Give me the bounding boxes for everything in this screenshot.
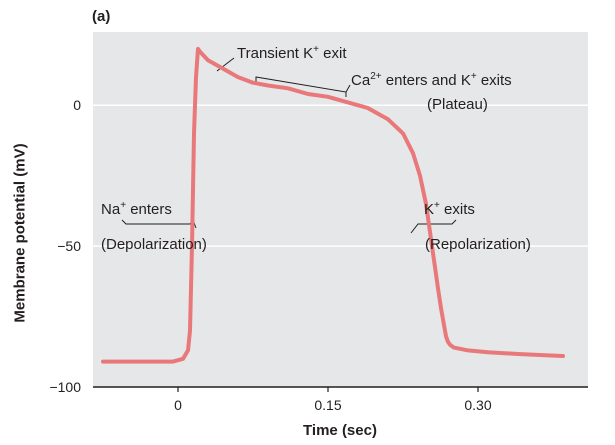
annotation-transient-k-exit: Transient K+ exit <box>237 44 347 62</box>
leader-plateau-bracket <box>255 76 347 97</box>
annotation-plateau: Ca2+ enters and K+ exits <box>351 71 512 89</box>
gridlines <box>93 104 588 247</box>
y-axis-label: Membrane potential (mV) <box>11 143 29 323</box>
y-tick-label-minus100: −100 <box>49 379 81 395</box>
x-tick-label-0: 0 <box>174 397 182 413</box>
x-tick-marks <box>177 387 479 392</box>
leader-plateau <box>345 84 351 93</box>
x-tick-label-0-30: 0.30 <box>464 397 492 413</box>
leader-k-bracket <box>410 219 457 234</box>
y-tick-label-minus50: −50 <box>57 238 81 255</box>
annotation-depolarization-note: (Depolarization) <box>101 236 207 253</box>
annotation-repolarization-note: (Repolarization) <box>425 236 531 253</box>
x-tick-label-0-15: 0.15 <box>314 397 342 413</box>
y-tick-label-0: 0 <box>73 97 81 114</box>
annotation-na-enters: Na+ enters <box>101 200 172 218</box>
panel-label: (a) <box>92 8 111 25</box>
annotation-k-exits: K+ exits <box>424 200 475 218</box>
action-potential-line <box>101 46 565 364</box>
annotation-plateau-note: (Plateau) <box>427 96 488 113</box>
x-axis-label: Time (sec) <box>303 422 377 439</box>
